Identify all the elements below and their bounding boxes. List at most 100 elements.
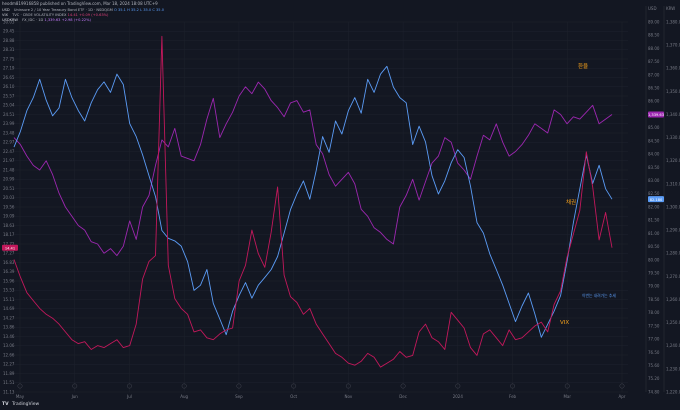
footer-branding[interactable]: TV TradingView: [2, 402, 39, 407]
x-axis-tick-label: Dec: [399, 394, 407, 399]
legend-row-usdkrw[interactable]: USDKRW FX_IDC · 1D 1,339.63 +2.98 (+0.22…: [2, 18, 164, 23]
krw-axis-tick-label: 1,320.00: [666, 158, 680, 163]
left-axis-tick-label: 19.56: [3, 204, 15, 209]
x-axis-tick-label: Apr: [619, 394, 626, 399]
event-marker-icon[interactable]: [17, 383, 23, 389]
left-axis-tick-label: 13.46: [3, 334, 15, 339]
krw-axis-tick-label: 1,310.00: [666, 181, 680, 186]
left-axis-tick-label: 26.65: [3, 75, 15, 80]
event-marker-icon[interactable]: [181, 383, 187, 389]
usd-axis-tick-label: 86.00: [648, 99, 660, 104]
krw-axis-tick-label: 1,220.00: [666, 389, 680, 394]
event-marker-icon[interactable]: [400, 383, 406, 389]
left-axis-tick-label: 24.51: [3, 112, 15, 117]
left-axis-tick-label: 14.69: [3, 306, 15, 311]
event-marker-icon[interactable]: [127, 383, 132, 389]
left-axis-tick-label: 21.48: [3, 167, 15, 172]
legend-values: 14.41 +0.09 (+0.63%): [67, 13, 109, 18]
usd-axis-tick-label: 78.00: [648, 310, 660, 315]
left-axis-tick-label: 11.51: [3, 380, 15, 385]
event-marker-icon[interactable]: [236, 383, 242, 389]
usd-axis-tick-label: 75.60: [648, 363, 660, 368]
legend-description: FX_IDC · 1D: [22, 18, 44, 23]
event-marker-icon[interactable]: [72, 383, 78, 389]
x-axis-tick-label: Jun: [71, 394, 79, 399]
usd-axis-tick-label: 82.50: [648, 191, 660, 196]
usd-axis-tick-label: 77.50: [648, 323, 660, 328]
vix-price-badge-text: 14.41: [5, 246, 15, 250]
usd-axis-tick-label: 86.50: [648, 85, 660, 90]
chart-annotation: VIX: [560, 320, 569, 326]
usd-axis-tick-label: 79.00: [648, 284, 660, 289]
left-axis-tick-label: 18.17: [3, 232, 15, 237]
x-axis-tick-label: Sep: [235, 394, 243, 399]
left-axis-tick-label: 22.47: [3, 149, 15, 154]
left-axis-tick-label: 12.27: [3, 362, 15, 367]
usd-axis-tick-label: 81.50: [648, 218, 660, 223]
left-axis-tick-label: 12.66: [3, 352, 15, 357]
event-marker-icon[interactable]: [619, 383, 625, 389]
event-marker-icon[interactable]: [455, 383, 461, 389]
left-axis-tick-label: 15.96: [3, 278, 15, 283]
left-axis-tick-label: 17.27: [3, 251, 15, 256]
usd-axis-tick-label: 84.00: [648, 152, 660, 157]
series-line-krw[interactable]: [13, 81, 613, 257]
left-axis-tick-label: 11.13: [3, 389, 15, 394]
left-axis-tick-label: 15.11: [3, 297, 15, 302]
x-axis-tick-label: 2024: [453, 394, 464, 399]
usd-axis-tick-label: 76.50: [648, 350, 660, 355]
legend-description: TVC · CBOE VOLATILITY INDEX: [12, 13, 67, 18]
left-axis-tick-label: 20.51: [3, 186, 15, 191]
krw-axis-tick-label: 1,340.00: [666, 112, 680, 117]
usd-axis-tick-label: 78.50: [648, 297, 660, 302]
krw-axis-tick-label: 1,360.00: [666, 66, 680, 71]
usd-axis-tick-label: 88.50: [648, 33, 660, 38]
event-marker-icon[interactable]: [510, 383, 515, 389]
left-axis-tick-label: 22.97: [3, 140, 15, 145]
krw-axis-tick-label: 1,270.00: [666, 274, 680, 279]
left-axis-tick-label: 28.31: [3, 47, 15, 52]
krw-axis-tick-label: 1,370.00: [666, 43, 680, 48]
legend-symbol: VIX: [2, 13, 8, 18]
usd-axis-tick-label: 85.00: [648, 125, 660, 130]
left-axis-tick-label: 20.99: [3, 177, 15, 182]
tradingview-logo-icon: TV: [2, 402, 9, 407]
left-axis-tick-label: 13.06: [3, 343, 15, 348]
chart-annotation: 이번는 내려가는 추세: [582, 293, 616, 298]
legend-row-vix[interactable]: VIX TVC · CBOE VOLATILITY INDEX 14.41 +0…: [2, 13, 164, 18]
usd-axis-tick-label: 87.00: [648, 72, 660, 77]
left-axis-tick-label: 16.39: [3, 269, 15, 274]
right-axis-panel: [646, 0, 680, 410]
left-axis-tick-label: 30.03: [3, 19, 15, 24]
usd-axis-tick-label: 83.50: [648, 165, 660, 170]
left-axis-tick-label: 25.57: [3, 93, 15, 98]
event-marker-icon[interactable]: [291, 383, 297, 389]
vix-price-badge: [2, 244, 18, 251]
krw-price-badge: [648, 111, 664, 118]
legend-row-usd[interactable]: USD Uninsure 2 / 10 Year Treasury Bond E…: [2, 8, 164, 13]
usd-axis-tick-label: 89.00: [648, 19, 660, 24]
usd-axis-tick-label: 75.20: [648, 376, 660, 381]
usd-axis-tick-label: 88.00: [648, 46, 660, 51]
left-axis-tick-label: 27.75: [3, 56, 15, 61]
left-axis-tick-label: 15.53: [3, 288, 15, 293]
series-line-vix[interactable]: [13, 35, 613, 368]
left-axis-tick-label: 18.63: [3, 223, 15, 228]
publish-line: heodm819916858 published on TradingView.…: [2, 1, 158, 6]
usd-axis-tick-label: 84.50: [648, 138, 660, 143]
usd-axis-tick-label: 80.50: [648, 244, 660, 249]
left-axis-tick-label: 26.10: [3, 84, 15, 89]
x-axis-tick-label: Aug: [180, 394, 188, 399]
event-marker-icon[interactable]: [345, 383, 351, 389]
usd-axis-tick-label: 80.00: [648, 257, 660, 262]
left-axis-tick-label: 27.19: [3, 66, 15, 71]
krw-axis-tick-label: 1,350.00: [666, 89, 680, 94]
event-marker-icon[interactable]: [564, 383, 570, 389]
x-axis-tick-label: May: [16, 394, 25, 399]
chart-annotation: 채권: [566, 198, 576, 206]
left-axis-tick-label: 13.86: [3, 325, 15, 330]
left-axis-tick-label: 14.27: [3, 315, 15, 320]
series-line-bond[interactable]: [13, 65, 613, 338]
krw-axis-tick-label: 1,240.00: [666, 343, 680, 348]
